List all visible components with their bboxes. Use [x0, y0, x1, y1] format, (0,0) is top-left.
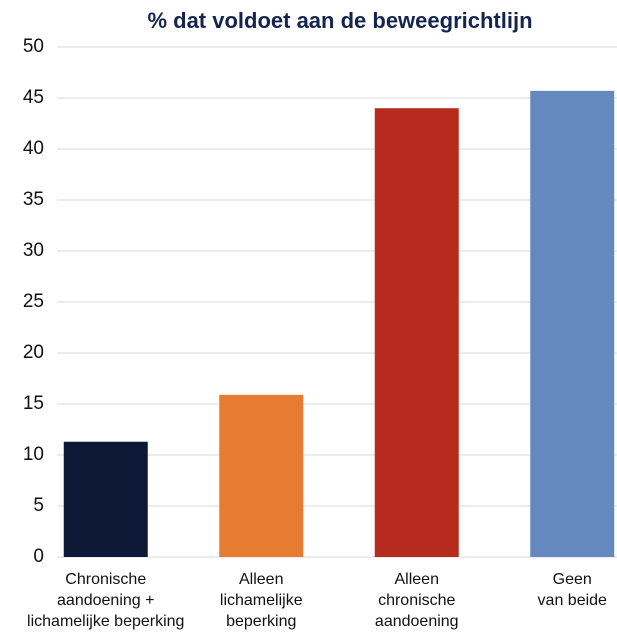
x-tick-label: chronische	[378, 592, 455, 609]
y-tick-label: 25	[23, 291, 44, 312]
x-tick-label: beperking	[226, 613, 296, 630]
y-tick-label: 50	[23, 36, 44, 57]
x-tick-label: lichamelijke	[220, 592, 303, 609]
y-tick-label: 40	[23, 138, 44, 159]
y-tick-label: 5	[33, 495, 44, 516]
x-tick-label: lichamelijke beperking	[27, 613, 184, 630]
bar	[530, 90, 615, 558]
y-tick-label: 0	[33, 546, 44, 567]
y-tick-label: 30	[23, 240, 44, 261]
x-tick-label: Alleen	[395, 571, 439, 588]
x-tick-label: Alleen	[239, 571, 283, 588]
y-tick-label: 15	[23, 393, 44, 414]
y-tick-label: 10	[23, 444, 44, 465]
bar	[219, 394, 304, 557]
y-tick-label: 45	[23, 87, 44, 108]
y-tick-label: 20	[23, 342, 44, 363]
bar	[63, 441, 148, 557]
x-tick-label: van beide	[538, 592, 607, 609]
y-tick-label: 35	[23, 189, 44, 210]
chart-title: % dat voldoet aan de beweegrichtlijn	[147, 8, 532, 33]
bar	[374, 108, 459, 557]
x-tick-label: aandoening +	[57, 592, 154, 609]
x-tick-label: aandoening	[375, 613, 459, 630]
x-tick-label: Chronische	[65, 571, 146, 588]
x-tick-label: Geen	[553, 571, 592, 588]
